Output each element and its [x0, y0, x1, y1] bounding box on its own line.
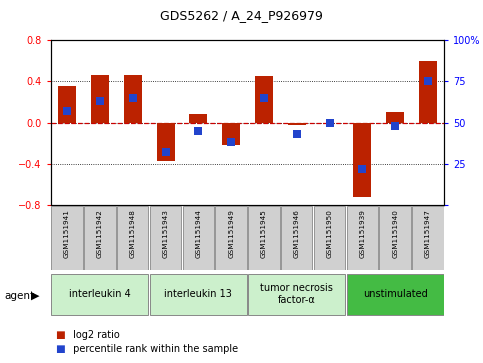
- Bar: [248, 206, 280, 270]
- Text: interleukin 4: interleukin 4: [69, 289, 131, 299]
- Bar: [84, 206, 115, 270]
- Text: GSM1151949: GSM1151949: [228, 209, 234, 258]
- Point: [195, 128, 202, 134]
- Text: GDS5262 / A_24_P926979: GDS5262 / A_24_P926979: [160, 9, 323, 22]
- Point: [129, 95, 137, 101]
- Bar: [117, 206, 148, 270]
- Bar: [412, 206, 444, 270]
- Text: GSM1151950: GSM1151950: [327, 209, 333, 258]
- Bar: [51, 274, 148, 314]
- Point: [358, 166, 366, 172]
- Text: GSM1151948: GSM1151948: [130, 209, 136, 258]
- Bar: [347, 274, 444, 314]
- Text: log2 ratio: log2 ratio: [70, 330, 120, 340]
- Point: [424, 78, 432, 84]
- Bar: [183, 206, 214, 270]
- Text: tumor necrosis
factor-α: tumor necrosis factor-α: [260, 283, 333, 305]
- Text: interleukin 13: interleukin 13: [164, 289, 232, 299]
- Text: ■: ■: [56, 330, 65, 340]
- Point: [162, 149, 170, 155]
- Point: [96, 98, 104, 104]
- Bar: [58, 86, 76, 122]
- Text: GSM1151942: GSM1151942: [97, 209, 103, 258]
- Text: GSM1151944: GSM1151944: [195, 209, 201, 258]
- Text: agent: agent: [5, 291, 35, 301]
- Bar: [380, 206, 411, 270]
- Text: GSM1151947: GSM1151947: [425, 209, 431, 258]
- Point: [391, 123, 399, 129]
- Bar: [314, 206, 345, 270]
- Bar: [255, 76, 273, 122]
- Bar: [281, 206, 313, 270]
- Bar: [124, 75, 142, 122]
- Point: [260, 95, 268, 101]
- Bar: [51, 206, 83, 270]
- Point: [227, 139, 235, 145]
- Bar: [156, 122, 174, 161]
- Text: GSM1151943: GSM1151943: [162, 209, 169, 258]
- Point: [326, 119, 333, 125]
- Text: ■: ■: [56, 344, 65, 354]
- Bar: [419, 61, 437, 122]
- Text: GSM1151945: GSM1151945: [261, 209, 267, 258]
- Text: GSM1151939: GSM1151939: [359, 209, 365, 258]
- Bar: [248, 274, 345, 314]
- Bar: [354, 122, 371, 197]
- Bar: [386, 112, 404, 122]
- Bar: [347, 206, 378, 270]
- Text: GSM1151946: GSM1151946: [294, 209, 300, 258]
- Text: unstimulated: unstimulated: [363, 289, 427, 299]
- Bar: [222, 122, 240, 145]
- Bar: [288, 122, 306, 125]
- Point: [293, 131, 300, 137]
- Bar: [91, 75, 109, 122]
- Bar: [189, 114, 207, 122]
- Text: GSM1151940: GSM1151940: [392, 209, 398, 258]
- Text: GSM1151941: GSM1151941: [64, 209, 70, 258]
- Text: ▶: ▶: [31, 291, 40, 301]
- Bar: [150, 206, 181, 270]
- Bar: [150, 274, 247, 314]
- Text: percentile rank within the sample: percentile rank within the sample: [70, 344, 238, 354]
- Bar: [215, 206, 247, 270]
- Point: [63, 108, 71, 114]
